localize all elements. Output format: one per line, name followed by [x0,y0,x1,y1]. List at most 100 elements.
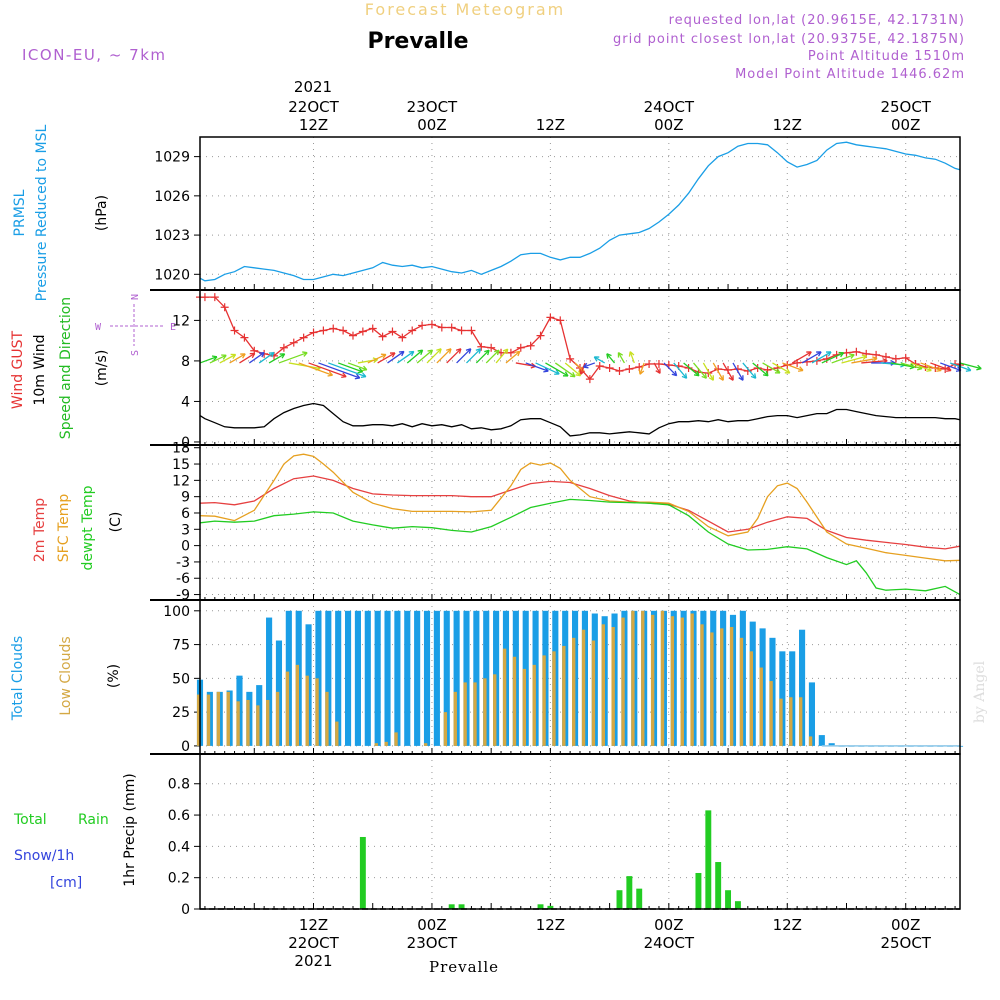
gust-marker [753,364,762,373]
wind-10m-label: 10m Wind [32,334,48,405]
wind-arrow [663,362,678,377]
wind-arrow-shaft [318,362,361,379]
wind-arrow-shaft [772,362,791,374]
total-cloud-bar [473,610,480,746]
model-altitude: Model Point Altitude 1446.62m [735,67,965,82]
wind-arrow-head [617,351,624,358]
wind-arrow-shaft [308,362,347,378]
hpa-unit-label: (hPa) [94,195,110,231]
wind-arrow-shaft [940,362,962,372]
wind-arrow [456,348,472,364]
wind-arrow-head [554,369,560,375]
wind-arrow [199,355,218,364]
gust-marker [309,328,318,337]
low-cloud-bar [611,627,615,746]
wind-arrow [920,362,942,372]
low-cloud-bar [453,691,457,746]
wind-arrow-shaft [554,362,576,378]
pressure-ytick-label: 1023 [154,228,190,244]
low-cloud-bar [572,637,576,746]
wind-arrow [628,351,635,364]
wind-arrow-shaft [387,350,405,364]
wind-arrow-head [249,352,256,359]
wind-arrow-shaft [347,362,368,371]
low-cloud-bar [256,705,260,746]
gust-marker [457,326,466,335]
compass-n: N [130,294,141,300]
wind-arrow-shaft [782,362,804,372]
temperature-ytick-label: 15 [172,457,190,473]
bottom-time-label: 2021 [294,952,332,970]
gust-marker [477,342,486,351]
low-cloud-bar [275,691,280,746]
wind-arrow [821,351,845,364]
panel-wind: 0 4 8 12 [172,289,982,451]
temperature-ytick-label: -9 [176,588,190,604]
bottom-time-label: 23OCT [407,934,458,952]
total-label: Total [13,812,47,828]
wind-arrow-shaft [851,357,878,364]
wind-arrow-shaft [617,352,625,364]
wind-arrow-shaft [821,352,844,364]
gust-marker [605,364,614,373]
gust-marker [901,353,910,362]
wind-arrow-shaft [831,354,855,364]
cm-unit-label: [cm] [50,875,82,891]
total-cloud-bar [325,610,332,746]
wind-arrow [801,351,822,364]
wind-arrow-shaft [910,362,932,372]
wind-arrow-shaft [278,352,308,364]
low-cloud-bar [483,678,487,746]
wind-arrow-head [728,375,734,381]
wind-arrow-head [701,373,707,379]
wind-arrow [910,362,932,372]
gust-marker [536,331,545,340]
wind-arrow [930,362,952,372]
compass-e: E [170,322,176,333]
wind-arrow [426,348,442,364]
wind-arrow [606,353,616,364]
wind-arrow-shaft [525,362,549,372]
total-cloud-bar [344,610,352,746]
wind-arrow-shaft [475,349,490,364]
gust-marker [408,326,417,335]
wind-arrow [268,353,286,364]
wind-arrow-shaft [722,362,734,381]
low-cloud-bar [512,656,517,746]
top-time-label: 25OCT [880,98,931,116]
wind-arrow [583,362,596,369]
wind-arrow [851,356,878,364]
prmsl-label: PRMSL [12,189,28,236]
wind-arrow-head [671,370,678,377]
wind-arrow-head [849,353,855,359]
wind-arrow [347,362,368,372]
point-altitude: Point Altitude 1510m [808,49,965,64]
wind-arrow [653,362,661,374]
total-cloud-bar [384,610,391,746]
gust-marker [625,365,634,374]
wind-arrow-head [221,354,227,360]
low-cloud-bar [374,743,378,746]
low-cloud-bar [394,732,398,746]
wind-arrow [617,351,625,364]
wind-arrow-shaft [564,362,581,377]
wind-arrow-head [638,369,645,375]
wind-arrow-shaft [239,352,256,364]
precip-ytick-label: 0.2 [168,871,190,887]
compass-s: S [130,350,141,356]
wind-arrow [239,352,256,364]
wind-arrow-shaft [456,348,472,364]
low-cloud-bar [779,698,783,746]
wind-arrow-shaft [229,353,246,364]
wind-arrow [841,354,868,364]
wind-ytick-label: 12 [172,313,190,329]
gust-marker [289,338,298,347]
pressure-panel-labels: PRMSL Pressure Reduced to MSL (hPa) [12,124,110,301]
rain-bar [715,862,722,909]
wind-arrow-shaft [328,362,367,378]
total-cloud-bar [364,610,371,746]
wind-arrow [554,362,576,378]
